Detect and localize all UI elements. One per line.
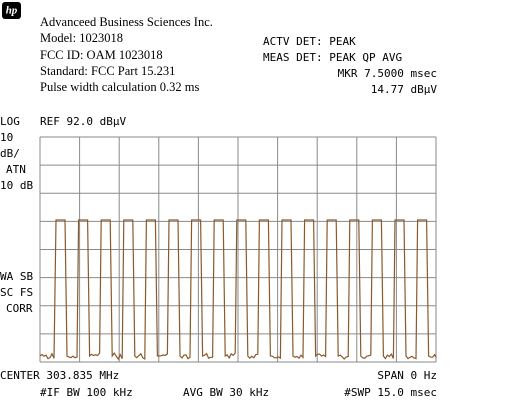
corr: CORR [6,302,33,315]
reference-level: REF 92.0 dBµV [40,115,126,128]
marker-level: 14.77 dBµV [371,83,438,96]
logo-box [2,2,21,19]
db-per-div: 10 [0,131,13,144]
db-unit: dB/ [0,147,20,160]
center-frequency: CENTER 303.835 MHz [0,369,119,382]
scale-label: LOG [0,115,20,128]
atn-label: ATN [6,163,26,176]
atn-value: 10 dB [0,179,33,192]
if-bandwidth: #IF BW 100 kHz [40,386,133,399]
wa-sb: WA SB [0,270,33,283]
avg-bandwidth: AVG BW 30 kHz [183,386,269,399]
meas-det: MEAS DET: PEAK QP AVG [263,51,402,64]
marker-time: MKR 7.5000 msec [338,67,437,80]
span: SPAN 0 Hz [377,369,437,382]
logo: hp [6,5,18,17]
standard: Standard: FCC Part 15.231 [40,64,175,78]
model: Model: 1023018 [40,31,123,45]
actv-det: ACTV DET: PEAK [263,35,356,48]
sweep-time: #SWP 15.0 msec [344,386,437,399]
sc-fs: SC FS [0,286,33,299]
company: Advanceed Business Sciences Inc. [40,15,213,29]
trace [39,219,437,361]
graticule [39,136,437,363]
pulse-width: Pulse width calculation 0.32 ms [40,80,199,94]
fcc-id: FCC ID: OAM 1023018 [40,48,163,62]
